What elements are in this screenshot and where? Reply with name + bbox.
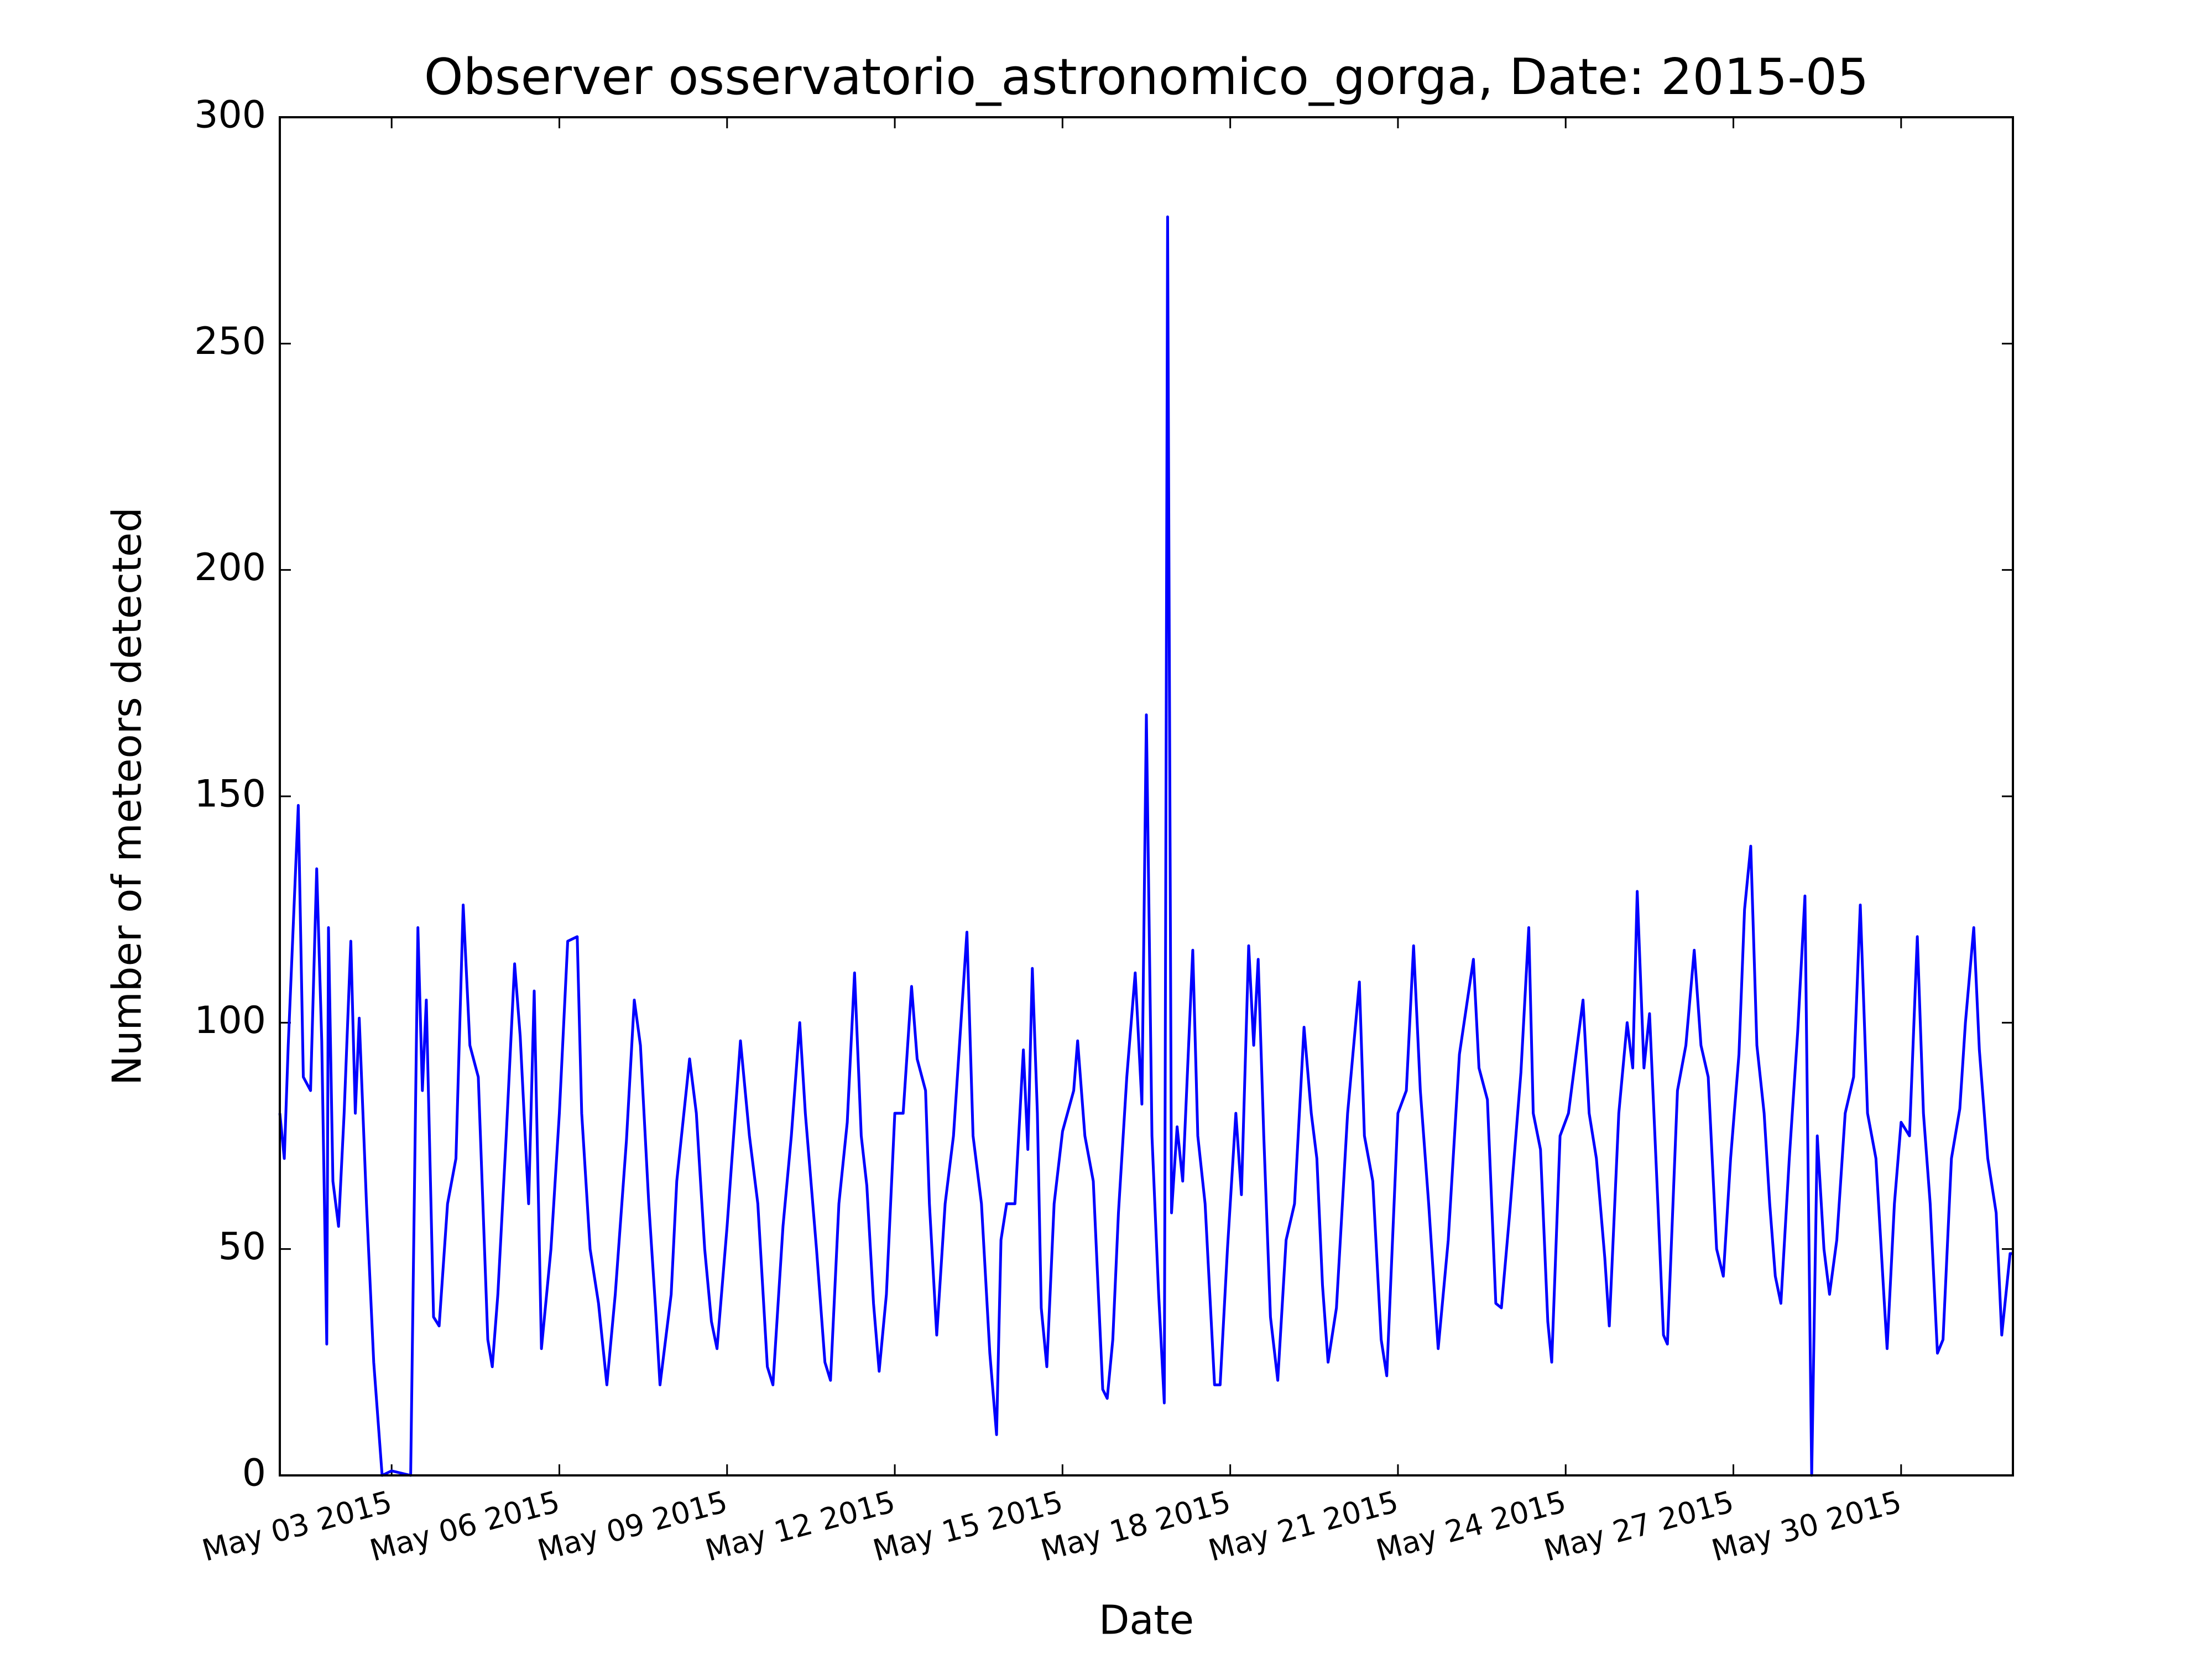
plot-frame [279,116,2014,1477]
y-tick-label: 100 [194,999,266,1042]
y-tick-label: 250 [194,320,266,363]
y-tick-label: 150 [194,773,266,816]
y-tick-label: 300 [194,93,266,137]
y-axis-label: Number of meteors detected [104,507,150,1086]
x-axis-label: Date [1099,1597,1194,1644]
y-tick-label: 0 [242,1452,266,1495]
y-tick-label: 200 [194,546,266,589]
chart-title: Observer osservatorio_astronomico_gorga,… [424,48,1869,106]
data-line [278,215,2013,1477]
y-tick-label: 50 [218,1225,266,1269]
